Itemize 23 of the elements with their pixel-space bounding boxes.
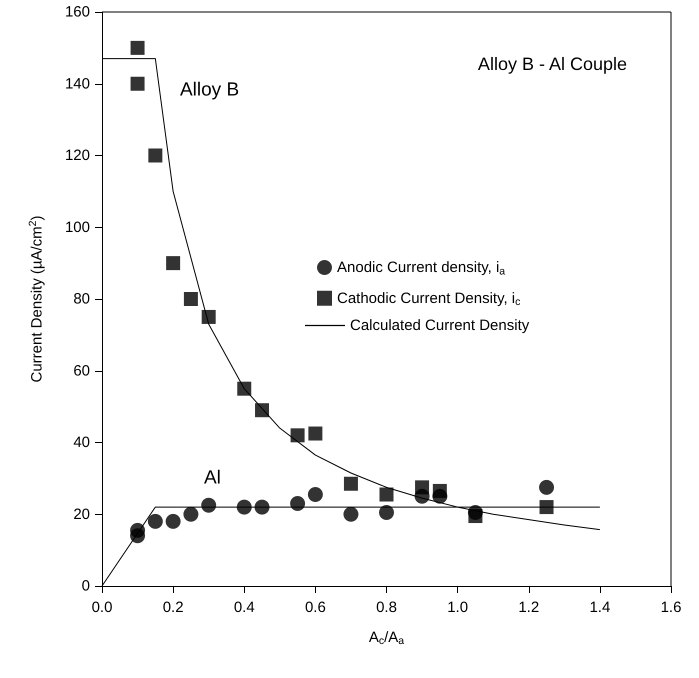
- y-tick-label: 160: [64, 4, 90, 20]
- y-tick-label: 120: [64, 147, 90, 164]
- x-tick-label: 0.0: [92, 599, 112, 616]
- x-tick-label: 0.4: [234, 599, 255, 616]
- legend-label: Calculated Current Density: [350, 317, 530, 334]
- x-tick-label: 1.2: [518, 599, 540, 616]
- x-tick-label: 1.4: [589, 599, 610, 616]
- text: Alloy B - Al Couple: [478, 54, 628, 74]
- x-tick-label: 0.8: [376, 599, 397, 616]
- y-tick-label: 40: [73, 434, 90, 451]
- x-tick-label: 1.6: [660, 599, 682, 616]
- y-tick-label: 60: [73, 362, 90, 380]
- y-tick-label: 100: [64, 218, 90, 236]
- x-tick-label: 0.6: [304, 599, 326, 616]
- y-axis-title: Current Density (µA/cm2): [27, 215, 46, 383]
- annotation: Alloy B: [180, 80, 240, 100]
- x-tick-label: 1.0: [447, 599, 468, 616]
- y-tick-label: 20: [73, 506, 90, 523]
- annotation: Al: [204, 468, 221, 488]
- x-tick-label: 0.2: [162, 599, 184, 616]
- y-tick-label: 0: [82, 578, 90, 594]
- y-tick-label: 80: [73, 290, 90, 308]
- y-tick-label: 140: [64, 75, 90, 92]
